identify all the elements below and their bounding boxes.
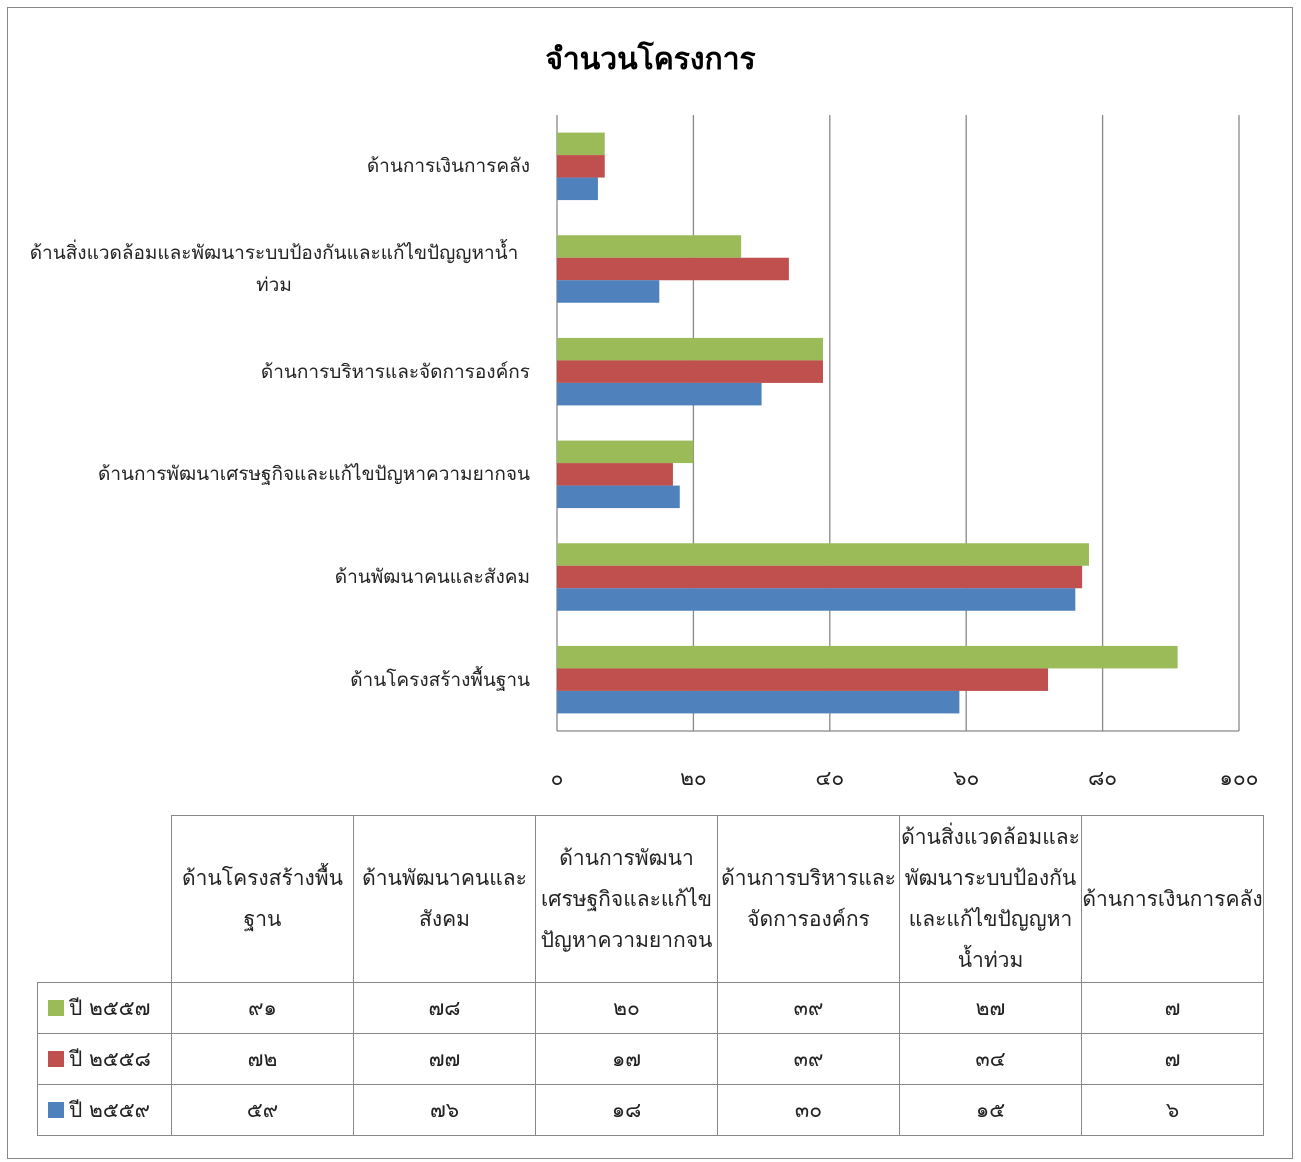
table-cell: ๓๐ — [717, 1084, 900, 1136]
legend-item: ปี ๒๕๕๗ — [37, 982, 172, 1034]
table-cell: ๗๖ — [353, 1084, 536, 1136]
table-header-cell: ด้านการเงินการคลัง — [1081, 815, 1264, 983]
bar — [557, 645, 1178, 669]
table-row: ปี ๒๕๕๘ ๗๒ ๗๗ ๑๗ ๓๙ ๓๔๗ — [37, 1033, 1264, 1085]
plot: ๐ ๒๐ ๔๐ ๖๐ ๘๐ ๑๐๐ — [551, 115, 1259, 790]
legend-label: ปี ๒๕๕๗ — [69, 995, 151, 1020]
bar — [557, 177, 598, 201]
table-row: ปี ๒๕๕๙ ๕๙ ๗๖ ๑๘ ๓๐ ๑๕๖ — [37, 1084, 1264, 1136]
table-row: ปี ๒๕๕๗ ๙๑ ๗๘ ๒๐ ๓๙ ๒๗๗ — [37, 982, 1264, 1034]
chart-frame — [7, 7, 1293, 1159]
y-tick-label: ด้านพัฒนาคนและสังคม — [334, 566, 530, 588]
table-cell: ๑๕ — [899, 1084, 1082, 1136]
bar — [557, 565, 1083, 589]
bar — [557, 360, 823, 383]
table-cell: ๑๘ — [535, 1084, 718, 1136]
bar — [557, 132, 605, 156]
bar — [557, 588, 1076, 611]
y-tick-label: ด้านการเงินการคลัง — [366, 155, 530, 178]
bar — [557, 440, 694, 464]
x-tick-label: ๘๐ — [1088, 766, 1117, 790]
table-cell: ๓๙ — [717, 1033, 900, 1085]
bar — [557, 337, 823, 361]
table-cell: ๓๔ — [899, 1033, 1082, 1085]
x-tick-label: ๑๐๐ — [1220, 766, 1259, 790]
legend-label: ปี ๒๕๕๙ — [69, 1097, 151, 1122]
table-cell: ๗๘ — [353, 982, 536, 1034]
x-tick-label: ๒๐ — [680, 766, 707, 790]
table-header-cell: ด้านสิ่งแวดล้อมและพัฒนาระบบป้องกันและแก้… — [899, 815, 1082, 983]
bar — [557, 235, 742, 258]
table-header-row: ด้านโครงสร้างพื้นฐาน ด้านพัฒนาคนและสังคมด… — [37, 815, 1264, 983]
bar — [557, 155, 605, 178]
table-cell: ๓๙ — [717, 982, 900, 1034]
y-tick-label: ด้านสิ่งแวดล้อมและพัฒนาระบบป้องกันและแก้… — [29, 242, 519, 296]
bar — [557, 257, 789, 281]
table-cell: ๒๐ — [535, 982, 718, 1034]
y-tick-label: ด้านการบริหารและจัดการองค์กร — [260, 360, 530, 383]
x-tick-label: ๔๐ — [815, 766, 844, 790]
table-cell: ๗๒ — [171, 1033, 354, 1085]
table-cell: ๗๗ — [353, 1033, 536, 1085]
table-corner — [37, 815, 172, 983]
legend-swatch — [48, 1101, 64, 1118]
table-header-cell: ด้านพัฒนาคนและสังคม — [353, 815, 536, 983]
bar — [557, 543, 1089, 566]
bar — [557, 668, 1049, 691]
table-cell: ๗ — [1081, 982, 1264, 1034]
legend-item: ปี ๒๕๕๘ — [37, 1033, 172, 1085]
y-tick-label: ด้านโครงสร้างพื้นฐาน — [350, 668, 530, 691]
legend-item: ปี ๒๕๕๙ — [37, 1084, 172, 1136]
x-tick-label: ๖๐ — [953, 766, 979, 790]
bar — [557, 485, 680, 509]
bar — [557, 463, 673, 486]
legend-swatch — [48, 999, 64, 1016]
table-header-cell: ด้านโครงสร้างพื้นฐาน — [171, 815, 354, 983]
table-cell: ๙๑ — [171, 982, 354, 1034]
table-cell: ๕๙ — [171, 1084, 354, 1136]
chart-title: จำนวนโครงการ — [545, 42, 756, 77]
bar — [557, 280, 660, 303]
legend-swatch — [48, 1050, 64, 1067]
y-tick-label: ด้านการพัฒนาเศรษฐกิจและแก้ไขปัญหาความยาก… — [98, 463, 530, 486]
data-table: ด้านโครงสร้างพื้นฐาน ด้านพัฒนาคนและสังคมด… — [37, 815, 1264, 1136]
x-tick-label: ๐ — [551, 766, 564, 790]
bar — [557, 382, 762, 406]
table-cell: ๗ — [1081, 1033, 1264, 1085]
table-cell: ๑๗ — [535, 1033, 718, 1085]
table-header-cell: ด้านการบริหารและจัดการองค์กร — [717, 815, 900, 983]
table-cell: ๒๗ — [899, 982, 1082, 1034]
legend-label: ปี ๒๕๕๘ — [69, 1046, 151, 1071]
table-header-cell: ด้านการพัฒนาเศรษฐกิจและแก้ไขปัญหาความยาก… — [535, 815, 718, 983]
bar — [557, 690, 960, 714]
table-cell: ๖ — [1081, 1084, 1264, 1136]
